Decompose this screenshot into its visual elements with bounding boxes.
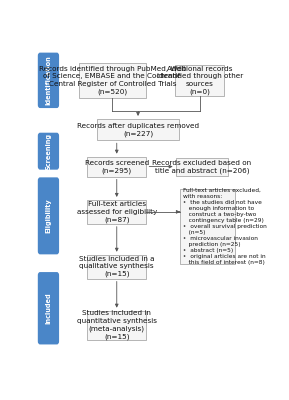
FancyBboxPatch shape xyxy=(38,133,59,170)
FancyBboxPatch shape xyxy=(87,255,147,279)
FancyBboxPatch shape xyxy=(87,156,147,176)
FancyBboxPatch shape xyxy=(97,119,179,140)
Text: Records identified through PubMed, Web
of Science, EMBASE and the Cochrane
Centr: Records identified through PubMed, Web o… xyxy=(39,66,186,95)
FancyBboxPatch shape xyxy=(87,310,147,340)
FancyBboxPatch shape xyxy=(38,53,59,108)
Text: Identification: Identification xyxy=(45,56,51,105)
Text: Records after duplicates removed
(n=227): Records after duplicates removed (n=227) xyxy=(77,123,199,137)
FancyBboxPatch shape xyxy=(180,189,235,264)
FancyBboxPatch shape xyxy=(38,177,59,254)
FancyBboxPatch shape xyxy=(87,200,147,224)
Text: Studies included in a
qualitative synthesis
(n=15): Studies included in a qualitative synthe… xyxy=(79,256,155,278)
Text: Records screened
(n=295): Records screened (n=295) xyxy=(85,160,149,174)
Text: Eligibility: Eligibility xyxy=(45,198,51,233)
Text: Included: Included xyxy=(45,292,51,324)
Text: Additional records
identified through other
sources
(n=0): Additional records identified through ot… xyxy=(157,66,243,95)
FancyBboxPatch shape xyxy=(175,65,224,96)
Text: Studies included in
quantitative synthesis
(meta-analysis)
(n=15): Studies included in quantitative synthes… xyxy=(77,310,157,340)
FancyBboxPatch shape xyxy=(79,63,146,98)
Text: Full-text articles
assessed for eligibility
(n=87): Full-text articles assessed for eligibil… xyxy=(77,201,157,223)
Text: Records excluded based on
title and abstract (n=206): Records excluded based on title and abst… xyxy=(152,160,251,174)
Text: Screening: Screening xyxy=(45,133,51,170)
FancyBboxPatch shape xyxy=(38,272,59,344)
FancyBboxPatch shape xyxy=(175,158,228,176)
Text: Full-text articles excluded,
with reasons:
‣  the studies did not have
   enough: Full-text articles excluded, with reason… xyxy=(183,188,266,265)
